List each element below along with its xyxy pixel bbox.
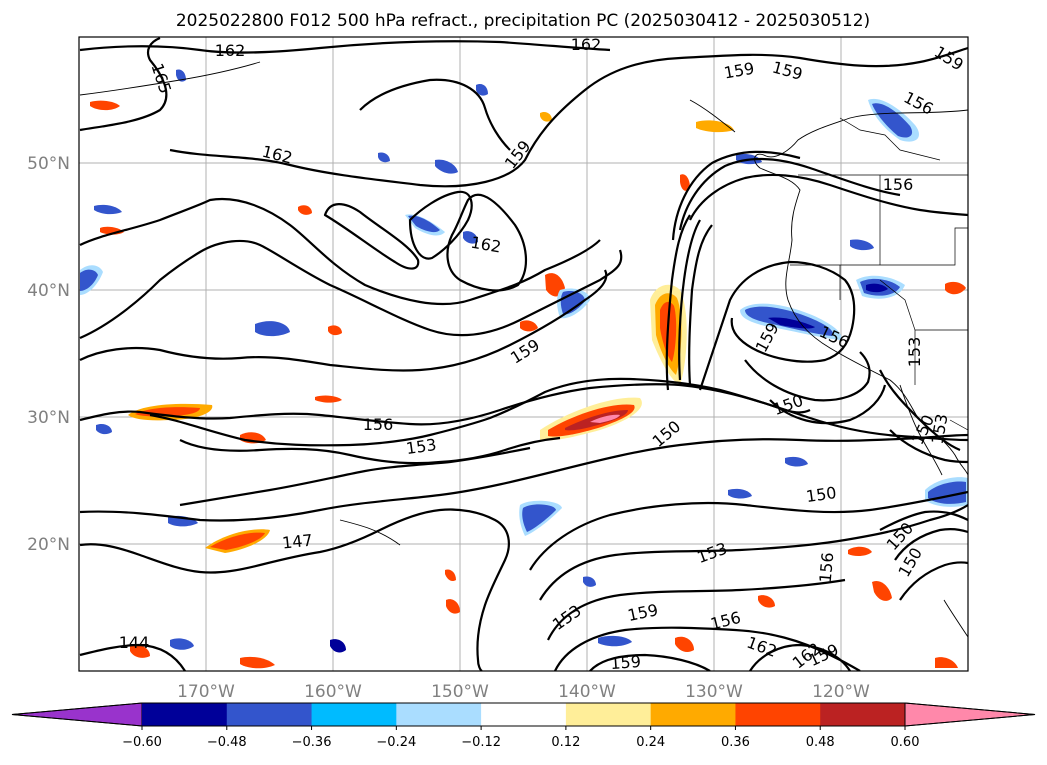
longitude-label: 120°W [812,682,870,702]
longitude-label: 160°W [304,682,362,702]
colorbar-tick-label: −0.48 [207,735,247,750]
colorbar-tick-label: −0.24 [376,735,416,750]
map-frame [78,36,969,672]
latitude-label: 50°N [27,154,70,174]
contour-label: 153 [905,337,924,368]
colorbar-tick-label: −0.36 [292,735,332,750]
contour-label: 150 [805,483,838,506]
contour-label: 156 [363,415,394,434]
precip-blob [90,100,966,669]
contour-label: 162 [571,35,602,54]
latitude-label: 30°N [27,408,70,428]
latitude-label: 40°N [27,281,70,301]
longitude-label: 170°W [177,682,235,702]
colorbar-segment [565,703,652,726]
latitude-label: 20°N [27,535,70,555]
map-title: 2025022800 F012 500 hPa refract., precip… [176,11,870,31]
colorbar-segment [396,703,482,726]
contour-label: 153 [405,435,438,458]
contour-label: 156 [816,551,838,583]
colorbar-tick-label: 0.60 [891,735,920,750]
precip-blob [868,98,920,142]
contour-label: 144 [119,633,150,652]
colorbar-segment [226,703,313,726]
map-frame-bg [79,37,968,671]
colorbar-segment [735,703,821,726]
colorbar-segment [820,703,906,726]
colorbar-extend-min [11,702,143,727]
colorbar-tick-label: 0.24 [636,735,665,750]
colorbar-tick-label: 0.36 [721,735,750,750]
colorbar-tick-label: −0.12 [461,735,501,750]
longitude-label: 140°W [558,682,616,702]
longitude-labels: 170°W 160°W 150°W 140°W 130°W 120°W [177,682,870,702]
colorbar-segment [311,703,397,726]
contour-labels: 162 165 162 159 159 159 156 162 159 162 … [119,35,967,673]
longitude-label: 130°W [685,682,743,702]
precip-blob [540,397,642,441]
precip-blob [856,275,905,299]
refractivity-contours [79,37,968,671]
latitude-labels: 50°N 40°N 30°N 20°N [27,154,70,555]
colorbar-segment [650,703,736,726]
colorbar-segment [481,703,567,726]
colorbar: −0.60 −0.48 −0.36 −0.24 −0.12 0.12 0.24 0.36 0.4… [11,702,1036,750]
colorbar-extend-max [904,702,1036,727]
contour-label: 147 [281,530,313,552]
precip-blob [80,265,103,295]
precip-blob [519,500,562,536]
precip-blob [205,529,270,553]
contour-label: 162 [215,41,246,60]
colorbar-segment [142,703,228,726]
precip-blob [405,214,445,236]
longitude-label: 150°W [431,682,489,702]
colorbar-tick-label: 0.48 [806,735,835,750]
colorbar-tick-label: −0.60 [122,735,162,750]
colorbar-tick-label: 0.12 [551,735,580,750]
contour-label: 156 [883,175,914,194]
contour-label: 159 [610,652,642,673]
